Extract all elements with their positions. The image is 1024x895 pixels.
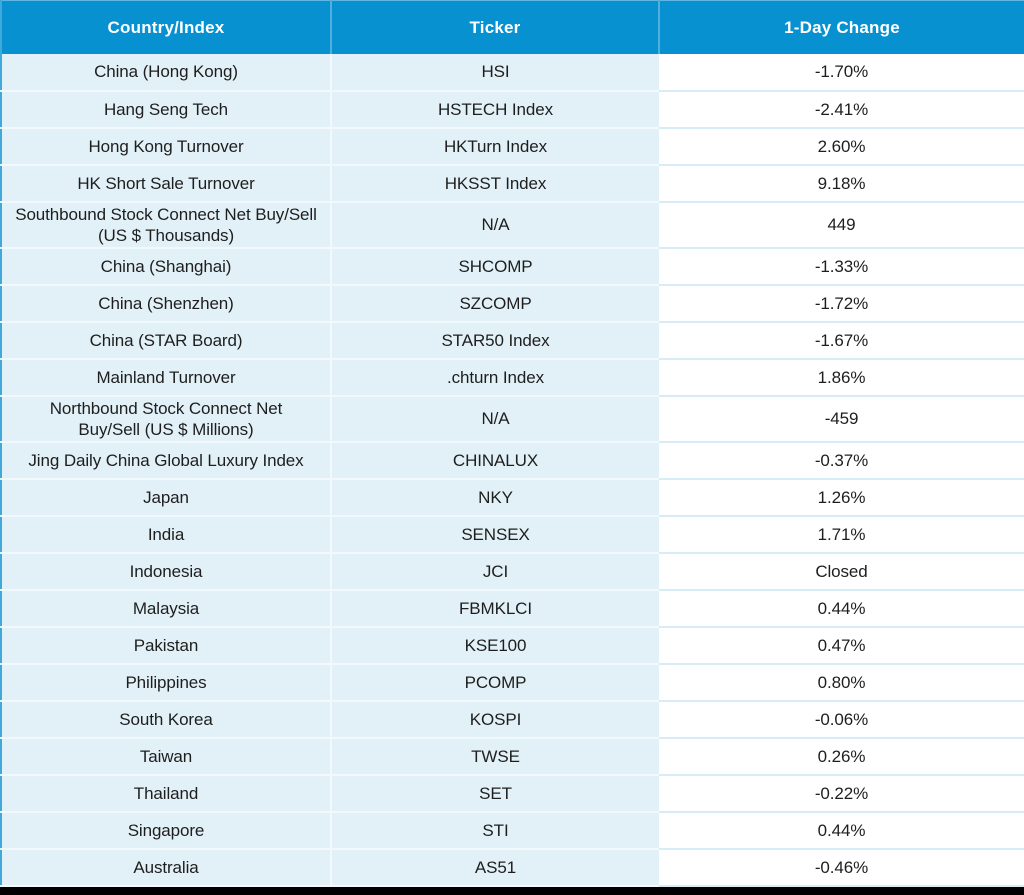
ticker-cell: N/A: [330, 396, 659, 443]
country-cell: Indonesia: [1, 553, 331, 591]
country-cell: Southbound Stock Connect Net Buy/Sell (U…: [1, 202, 331, 249]
header-country-index: Country/Index: [1, 0, 331, 54]
country-cell: Hang Seng Tech: [1, 91, 331, 129]
table-row: Malaysia FBMKLCI 0.44%: [1, 590, 1024, 628]
ticker-cell: NKY: [330, 479, 659, 517]
table-row: Indonesia JCI Closed: [1, 553, 1024, 591]
table-row: Singapore STI 0.44%: [1, 812, 1024, 850]
table-body: China (Hong Kong) HSI -1.70% Hang Seng T…: [1, 54, 1024, 887]
change-cell: Closed: [659, 553, 1024, 591]
ticker-cell: STAR50 Index: [330, 322, 659, 360]
header-ticker: Ticker: [330, 0, 659, 54]
table-row: Australia AS51 -0.46%: [1, 849, 1024, 887]
country-cell: Hong Kong Turnover: [1, 128, 331, 166]
change-cell: -0.46%: [659, 849, 1024, 887]
ticker-cell: STI: [330, 812, 659, 850]
ticker-cell: HSI: [330, 54, 659, 92]
ticker-cell: FBMKLCI: [330, 590, 659, 628]
ticker-cell: N/A: [330, 202, 659, 249]
change-cell: 0.26%: [659, 738, 1024, 776]
ticker-cell: HKTurn Index: [330, 128, 659, 166]
table-row: China (Hong Kong) HSI -1.70%: [1, 54, 1024, 92]
table-row: China (Shenzhen) SZCOMP -1.72%: [1, 285, 1024, 323]
ticker-cell: HKSST Index: [330, 165, 659, 203]
change-cell: -1.70%: [659, 54, 1024, 92]
country-cell: Malaysia: [1, 590, 331, 628]
change-cell: 0.47%: [659, 627, 1024, 665]
change-cell: 449: [659, 202, 1024, 249]
table-row: China (Shanghai) SHCOMP -1.33%: [1, 248, 1024, 286]
table-row: South Korea KOSPI -0.06%: [1, 701, 1024, 739]
country-cell: HK Short Sale Turnover: [1, 165, 331, 203]
change-cell: 1.26%: [659, 479, 1024, 517]
country-cell: Philippines: [1, 664, 331, 702]
ticker-cell: .chturn Index: [330, 359, 659, 397]
ticker-cell: JCI: [330, 553, 659, 591]
country-cell: Mainland Turnover: [1, 359, 331, 397]
change-cell: 1.86%: [659, 359, 1024, 397]
ticker-cell: HSTECH Index: [330, 91, 659, 129]
change-cell: -1.33%: [659, 248, 1024, 286]
ticker-cell: SENSEX: [330, 516, 659, 554]
change-cell: 9.18%: [659, 165, 1024, 203]
table-row: China (STAR Board) STAR50 Index -1.67%: [1, 322, 1024, 360]
change-cell: -1.72%: [659, 285, 1024, 323]
country-cell: China (Shenzhen): [1, 285, 331, 323]
table-row: Thailand SET -0.22%: [1, 775, 1024, 813]
ticker-cell: SHCOMP: [330, 248, 659, 286]
country-cell: India: [1, 516, 331, 554]
ticker-cell: CHINALUX: [330, 442, 659, 480]
country-cell: Northbound Stock Connect Net Buy/Sell (U…: [1, 396, 331, 443]
ticker-cell: PCOMP: [330, 664, 659, 702]
country-cell: Taiwan: [1, 738, 331, 776]
change-cell: 1.71%: [659, 516, 1024, 554]
ticker-cell: KOSPI: [330, 701, 659, 739]
table-row: India SENSEX 1.71%: [1, 516, 1024, 554]
table-row: Philippines PCOMP 0.80%: [1, 664, 1024, 702]
ticker-cell: SZCOMP: [330, 285, 659, 323]
change-cell: -459: [659, 396, 1024, 443]
table-row: Japan NKY 1.26%: [1, 479, 1024, 517]
ticker-cell: SET: [330, 775, 659, 813]
change-cell: 0.44%: [659, 590, 1024, 628]
country-cell: South Korea: [1, 701, 331, 739]
table-row: Hong Kong Turnover HKTurn Index 2.60%: [1, 128, 1024, 166]
bottom-bar: [0, 887, 1024, 895]
country-cell: Jing Daily China Global Luxury Index: [1, 442, 331, 480]
table-row: Southbound Stock Connect Net Buy/Sell (U…: [1, 202, 1024, 249]
change-cell: -1.67%: [659, 322, 1024, 360]
ticker-cell: TWSE: [330, 738, 659, 776]
table-row: Mainland Turnover .chturn Index 1.86%: [1, 359, 1024, 397]
country-cell: China (Shanghai): [1, 248, 331, 286]
change-cell: 2.60%: [659, 128, 1024, 166]
change-cell: -2.41%: [659, 91, 1024, 129]
header-row: Country/Index Ticker 1-Day Change: [1, 0, 1024, 54]
ticker-cell: KSE100: [330, 627, 659, 665]
change-cell: -0.06%: [659, 701, 1024, 739]
table-row: Hang Seng Tech HSTECH Index -2.41%: [1, 91, 1024, 129]
table-row: Taiwan TWSE 0.26%: [1, 738, 1024, 776]
table-row: HK Short Sale Turnover HKSST Index 9.18%: [1, 165, 1024, 203]
table-header: Country/Index Ticker 1-Day Change: [1, 0, 1024, 54]
ticker-cell: AS51: [330, 849, 659, 887]
country-cell: China (Hong Kong): [1, 54, 331, 92]
table-row: Jing Daily China Global Luxury Index CHI…: [1, 442, 1024, 480]
country-cell: Pakistan: [1, 627, 331, 665]
table-row: Pakistan KSE100 0.47%: [1, 627, 1024, 665]
country-cell: China (STAR Board): [1, 322, 331, 360]
country-cell: Thailand: [1, 775, 331, 813]
table-row: Northbound Stock Connect Net Buy/Sell (U…: [1, 396, 1024, 443]
change-cell: -0.22%: [659, 775, 1024, 813]
country-cell: Australia: [1, 849, 331, 887]
header-1-day-change: 1-Day Change: [658, 0, 1024, 54]
change-cell: 0.80%: [659, 664, 1024, 702]
change-cell: 0.44%: [659, 812, 1024, 850]
change-cell: -0.37%: [659, 442, 1024, 480]
country-cell: Singapore: [1, 812, 331, 850]
country-cell: Japan: [1, 479, 331, 517]
